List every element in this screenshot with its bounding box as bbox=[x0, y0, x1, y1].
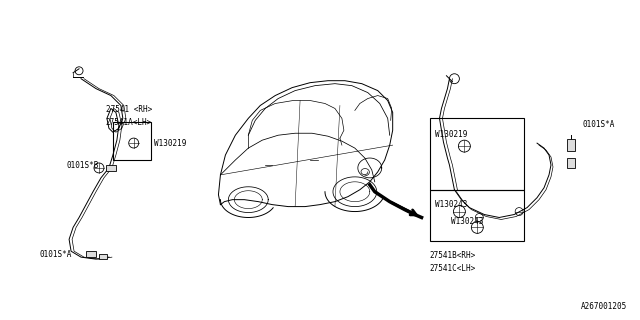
Text: A267001205: A267001205 bbox=[580, 302, 627, 311]
Bar bbox=[86, 251, 96, 257]
Text: W130243: W130243 bbox=[451, 217, 484, 226]
Text: 0101S*A: 0101S*A bbox=[39, 250, 72, 259]
Text: W130219: W130219 bbox=[435, 130, 467, 139]
Bar bbox=[429, 190, 524, 241]
Bar bbox=[429, 118, 524, 190]
Text: W130243: W130243 bbox=[435, 200, 467, 209]
Bar bbox=[567, 139, 575, 151]
Bar bbox=[113, 122, 151, 160]
Bar bbox=[106, 165, 116, 171]
Text: 27541 <RH>
27541A<LH>: 27541 <RH> 27541A<LH> bbox=[106, 106, 152, 127]
Text: 27541B<RH>
27541C<LH>: 27541B<RH> 27541C<LH> bbox=[429, 251, 476, 273]
Bar bbox=[567, 158, 575, 168]
Text: 0101S*A: 0101S*A bbox=[583, 120, 615, 129]
Text: 0101S*B: 0101S*B bbox=[66, 162, 99, 171]
Bar bbox=[99, 254, 107, 259]
Text: W130219: W130219 bbox=[154, 139, 186, 148]
